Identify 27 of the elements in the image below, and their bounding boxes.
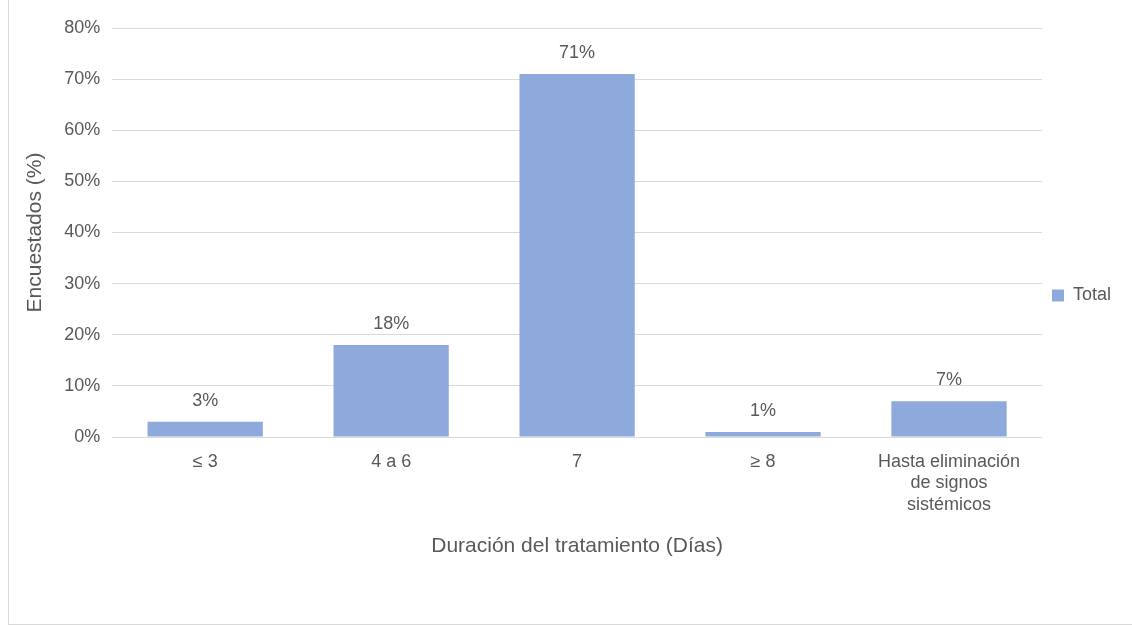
y-tick-label: 20% — [64, 323, 101, 344]
y-tick-label: 80% — [64, 16, 101, 37]
y-tick-label: 60% — [64, 119, 101, 140]
data-label: 7% — [936, 369, 963, 390]
x-tick-label: 4 a 6 — [371, 450, 412, 471]
x-tick-label: ≥ 8 — [750, 450, 776, 471]
x-tick-label: 7 — [572, 450, 583, 471]
data-label: 71% — [559, 41, 596, 62]
x-tick-label: Hasta eliminación de signos sistémicos — [877, 450, 1021, 514]
bar — [333, 344, 449, 437]
bar — [519, 74, 635, 437]
y-tick-label: 50% — [64, 170, 101, 191]
bar — [147, 421, 263, 437]
x-axis-title: Duración del tratamiento (Días) — [431, 533, 723, 557]
data-label: 3% — [192, 389, 219, 410]
y-tick-label: 30% — [64, 272, 101, 293]
y-tick-label: 40% — [64, 221, 101, 242]
data-label: 1% — [750, 399, 777, 420]
y-tick-label: 70% — [64, 68, 101, 89]
y-axis-title: Encuestados (%) — [22, 152, 46, 313]
legend-label: Total — [1072, 284, 1112, 305]
bar — [891, 401, 1007, 437]
x-tick-label: ≤ 3 — [192, 450, 218, 471]
bar — [705, 431, 821, 437]
data-label: 18% — [373, 312, 410, 333]
y-tick-label: 0% — [74, 425, 101, 446]
y-tick-label: 10% — [64, 374, 101, 395]
